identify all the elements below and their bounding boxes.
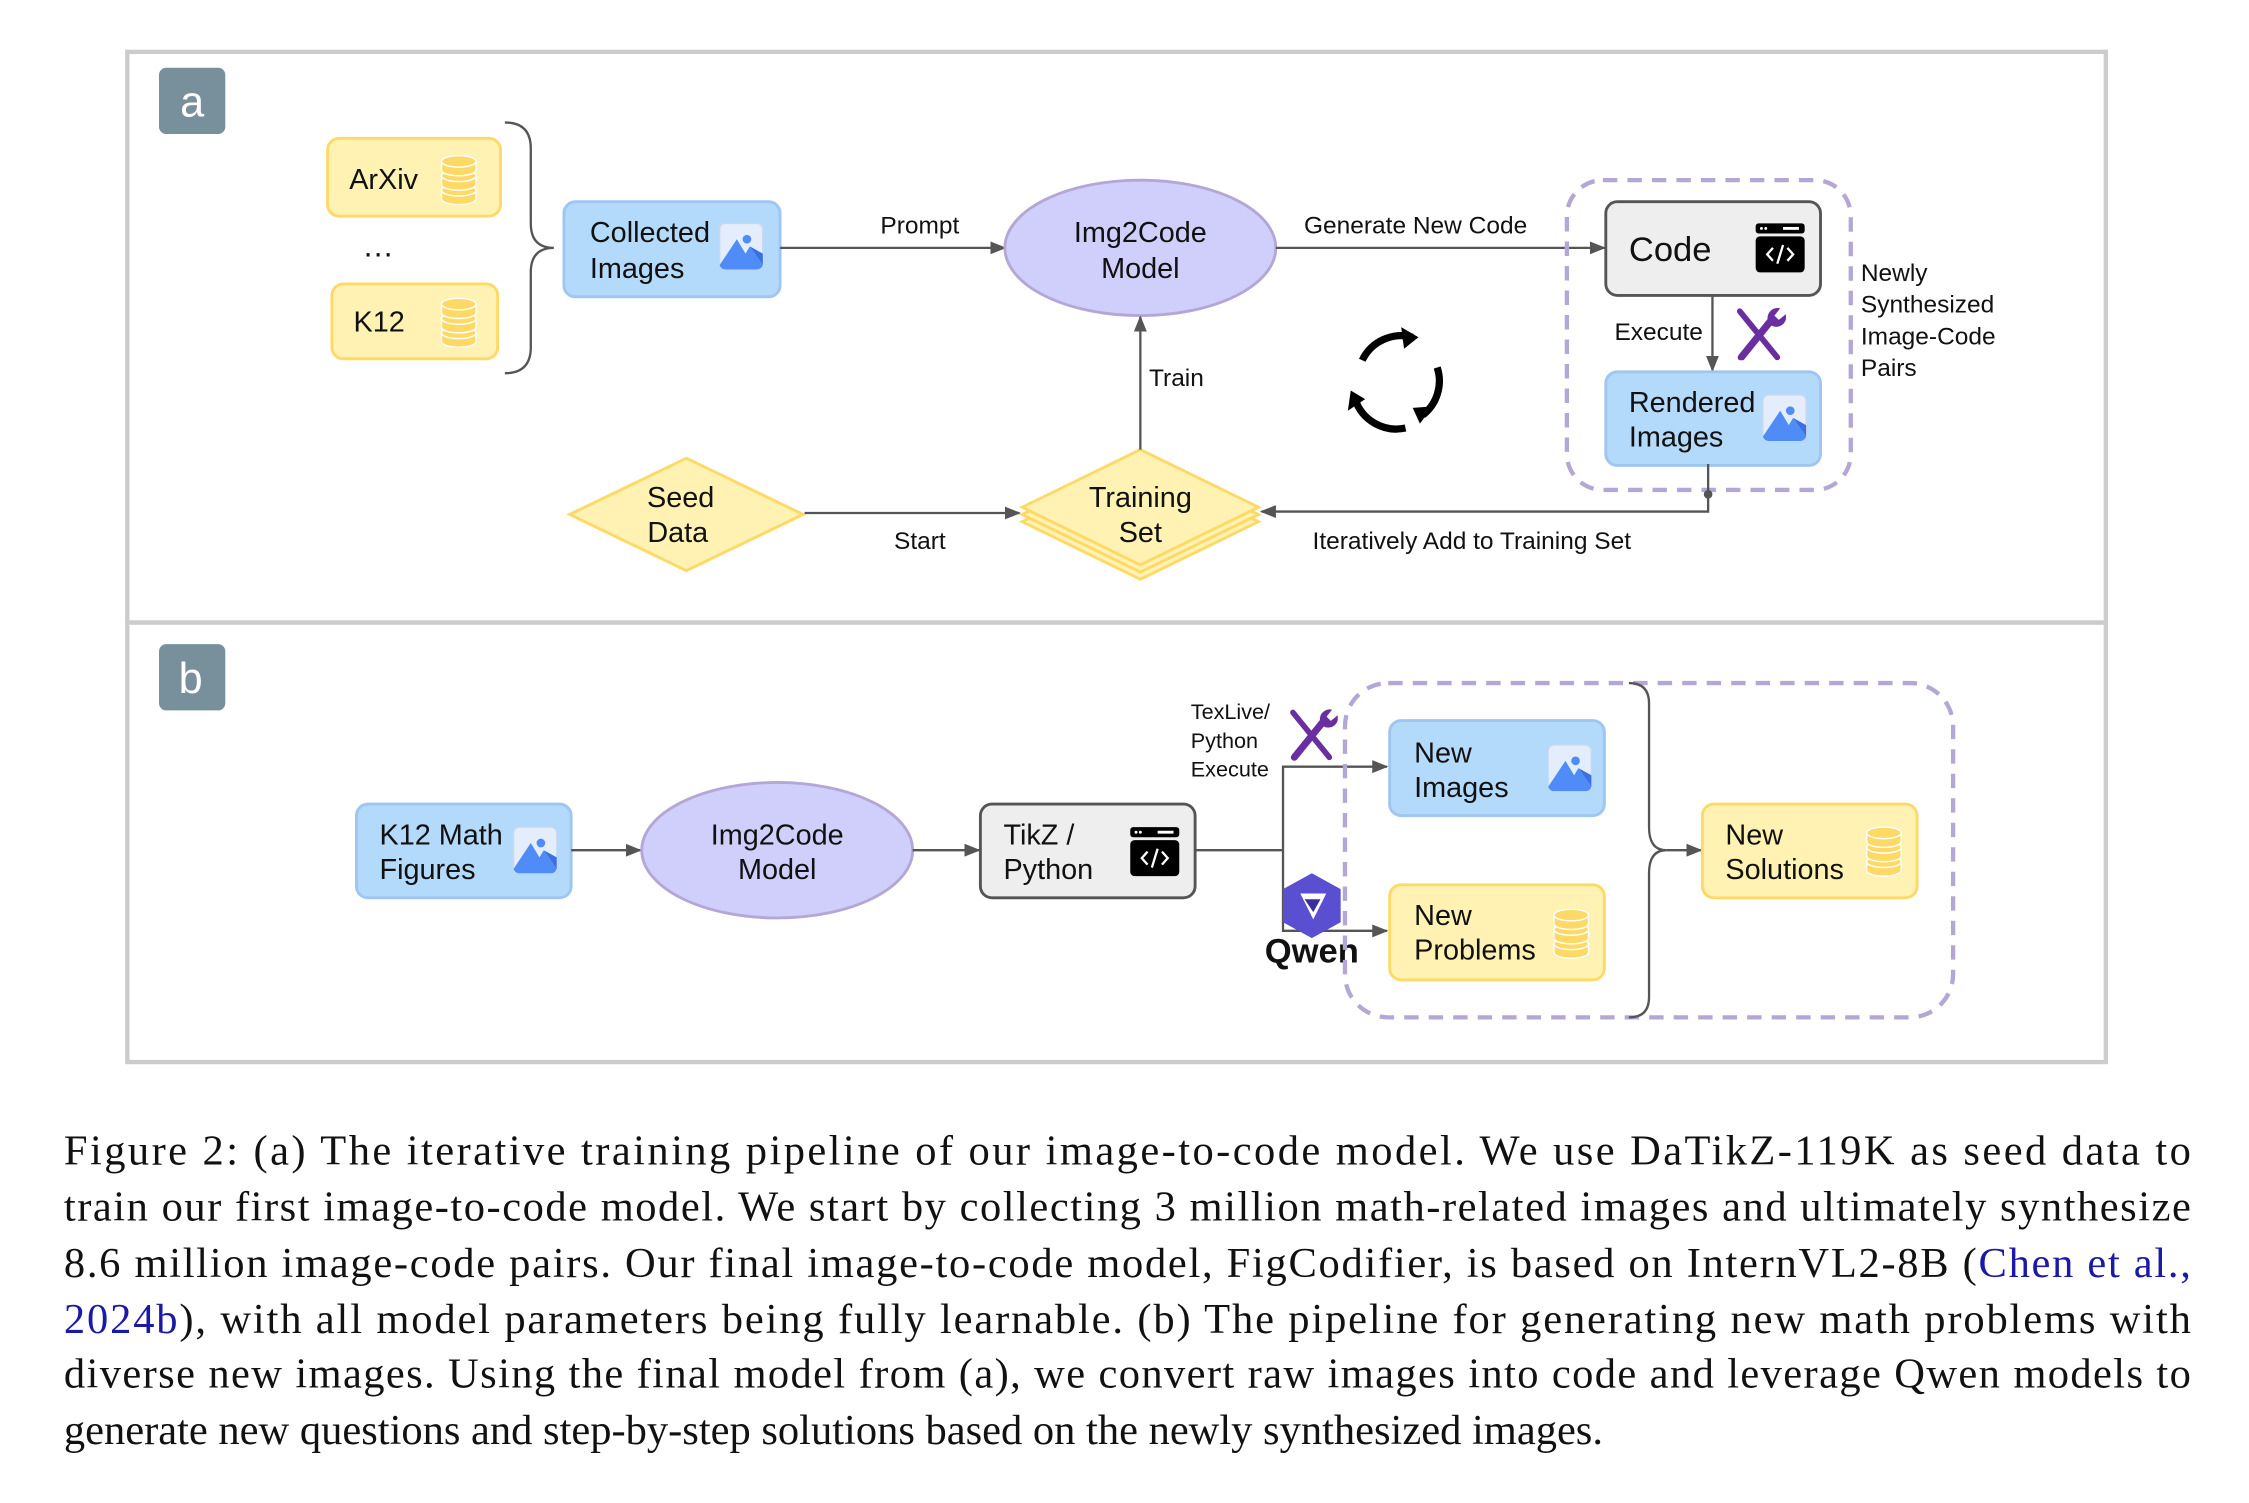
panel-a: a ArXiv … K12 Collected Images Prompt Im… [159,67,2003,581]
new-solutions-label: New [1725,819,1783,851]
k12-figures-label: Figures [379,854,475,886]
group-label-line: Image-Code [1861,323,1996,350]
iterate-arrow [1259,464,1710,519]
seed-data-label: Seed [647,482,714,514]
brace [504,121,554,375]
k12-figures-label: K12 Math [379,819,502,851]
citation-link[interactable]: 2024b [64,1296,178,1343]
collected-images-label: Collected [590,217,710,249]
start-label: Start [894,528,946,555]
training-set [1018,447,1262,581]
panel-b-badge [159,644,226,711]
panel-a-badge [159,67,226,135]
prompt-label: Prompt [880,212,959,239]
image-icon [1547,744,1593,792]
new-solutions-label: Solutions [1725,854,1844,886]
generate-label: Generate New Code [1304,212,1527,239]
model-label: Model [738,854,816,886]
code-label: Code [1629,231,1712,269]
model-label: Model [1101,253,1179,285]
rendered-images-label: Rendered [1629,387,1756,419]
seed-data [566,456,807,573]
caption-line: 2024b), with all model parameters being … [64,1296,2191,1343]
new-problems-box [1388,883,1606,982]
model-label: Img2Code [711,819,844,851]
database-icon [1865,826,1902,877]
rendered-images-label: Images [1629,422,1724,454]
junction-dot [1703,489,1713,499]
figure-caption: Figure 2: (a) The iterative training pip… [64,1127,2191,1454]
qwen-logo-icon [1283,873,1341,939]
caption-line: generate new questions and step-by-step … [64,1407,1603,1454]
caption-line: diverse new images. Using the final mode… [64,1351,2191,1398]
image-icon [718,222,764,271]
database-icon [1553,908,1590,960]
execute-label-line: Execute [1191,757,1269,782]
panel-b-label: b [179,655,203,703]
training-set-label: Set [1119,517,1162,549]
caption-text: 8.6 million image-code pairs. Our final … [64,1240,1977,1287]
code-window-icon [1129,826,1181,878]
tikz-python-label: Python [1003,854,1093,886]
group-label-line: Pairs [1861,355,1917,382]
panel-b: b K12 Math Figures Img2Code Model TikZ /… [159,644,1956,1020]
new-problems-label: Problems [1414,935,1536,967]
source-arxiv-label: ArXiv [349,164,418,196]
brace [1628,681,1667,1019]
caption-line: Figure 2: (a) The iterative training pip… [64,1127,2191,1174]
source-ellipsis: … [362,228,394,264]
image-icon [1762,394,1807,442]
citation-link[interactable]: Chen et al., [1979,1240,2191,1287]
new-images-box [1388,719,1606,818]
group-label-line: Synthesized [1861,292,1994,319]
seed-data-label: Data [647,517,709,549]
panel-a-label: a [180,79,205,127]
outputs-group [1342,680,1956,1020]
group-label: Newly Synthesized Image-Code Pairs [1861,260,2003,382]
training-set-label: Training [1089,482,1192,514]
caption-line: train our first image-to-code model. We … [64,1184,2191,1231]
collected-images-label: Images [590,253,685,285]
source-k12-label: K12 [354,306,405,338]
execute-label-line: TexLive/ [1191,699,1270,724]
model-label: Img2Code [1074,217,1207,249]
tikz-python-label: TikZ / [1003,819,1074,851]
panel-b-frame [125,620,2109,1065]
cycle-icon [1347,327,1443,433]
new-images-label: Images [1414,772,1509,804]
database-icon [440,297,477,348]
new-images-label: New [1414,737,1472,769]
caption-text: ), with all model parameters being fully… [179,1296,2190,1343]
iterate-label: Iteratively Add to Training Set [1313,528,1632,555]
group-label-line: Newly [1861,260,1928,287]
new-problems-label: New [1414,900,1472,932]
train-label: Train [1149,365,1204,392]
image-icon [512,826,558,874]
tools-icon [1293,709,1338,757]
tools-icon [1740,308,1786,357]
execute-label: Execute [1614,319,1702,346]
database-icon [440,154,477,205]
code-window-icon [1754,222,1806,274]
execute-label-line: Python [1191,728,1258,753]
new-solutions-box [1700,802,1919,900]
execute-label: TexLive/ Python Execute [1191,699,1276,782]
caption-line: 8.6 million image-code pairs. Our final … [64,1240,2191,1287]
